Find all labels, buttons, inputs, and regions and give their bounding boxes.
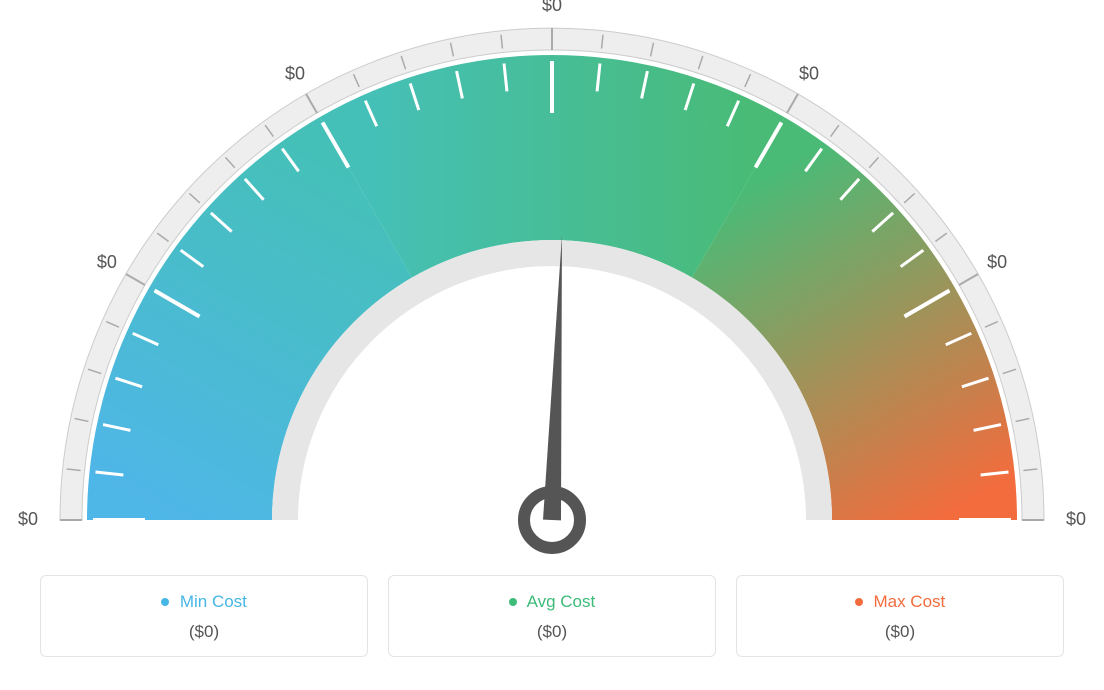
svg-text:$0: $0 [799,64,819,84]
legend-label: Max Cost [873,592,945,611]
legend-value: ($0) [747,622,1053,642]
legend-row: Min Cost ($0) Avg Cost ($0) Max Cost ($0… [40,575,1064,657]
legend-label: Avg Cost [527,592,596,611]
svg-text:$0: $0 [542,0,562,15]
svg-text:$0: $0 [987,252,1007,272]
legend-title-max: Max Cost [747,592,1053,612]
legend-value: ($0) [399,622,705,642]
svg-text:$0: $0 [97,252,117,272]
dot-icon [855,598,863,606]
cost-gauge: $0 $0 $0 $0 $0 $0 $0 [0,0,1104,560]
dot-icon [509,598,517,606]
legend-card-max: Max Cost ($0) [736,575,1064,657]
legend-title-avg: Avg Cost [399,592,705,612]
svg-text:$0: $0 [285,64,305,84]
legend-card-avg: Avg Cost ($0) [388,575,716,657]
legend-title-min: Min Cost [51,592,357,612]
dot-icon [161,598,169,606]
legend-card-min: Min Cost ($0) [40,575,368,657]
legend-value: ($0) [51,622,357,642]
svg-text:$0: $0 [18,509,38,529]
svg-text:$0: $0 [1066,509,1086,529]
legend-label: Min Cost [180,592,247,611]
gauge-svg: $0 $0 $0 $0 $0 $0 $0 [0,0,1104,560]
